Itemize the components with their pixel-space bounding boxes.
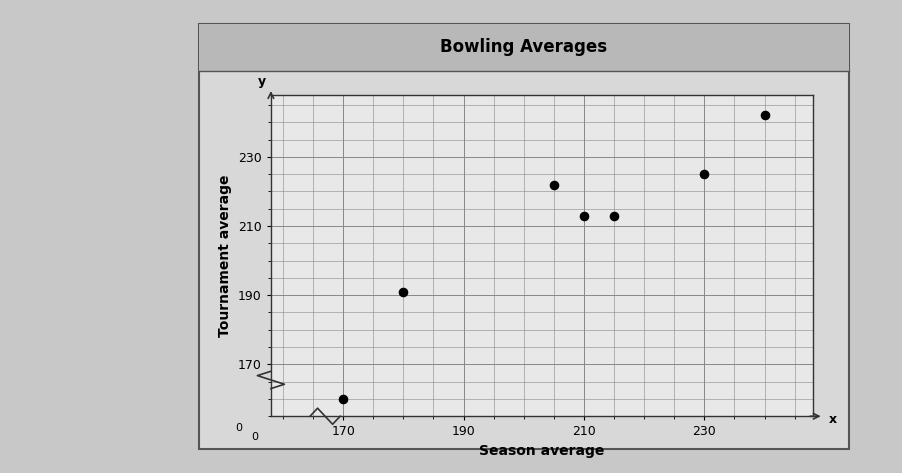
Text: x: x [828,413,836,426]
Point [336,395,350,403]
X-axis label: Season average: Season average [479,444,603,458]
Text: 0: 0 [251,432,258,442]
Point [696,170,711,178]
Text: y: y [257,75,265,88]
Point [576,212,591,219]
Y-axis label: Tournament average: Tournament average [218,174,232,337]
Text: Bowling Averages: Bowling Averages [439,38,607,56]
Point [396,288,410,296]
Point [546,181,560,188]
Text: 0: 0 [235,423,242,433]
Point [757,112,771,119]
Point [606,212,621,219]
